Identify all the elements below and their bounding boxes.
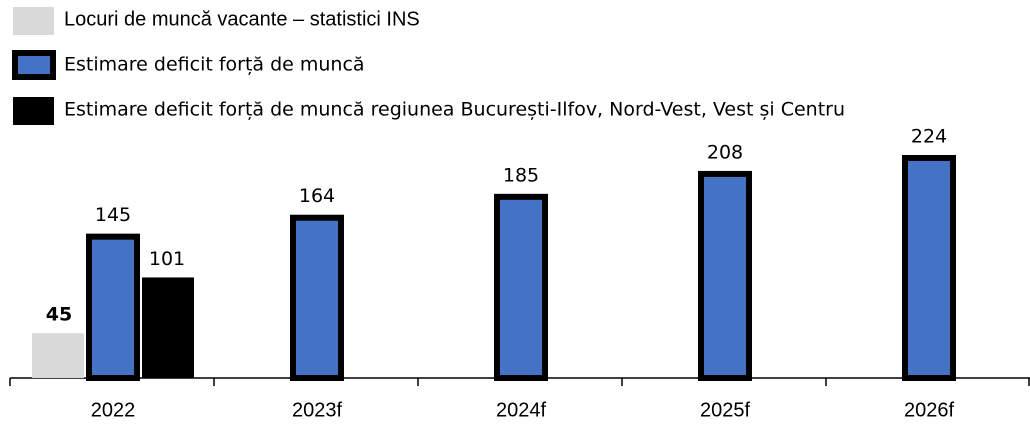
legend-swatch [12, 50, 56, 80]
bar [142, 277, 194, 378]
data-label: 164 [299, 185, 335, 207]
data-label: 224 [911, 126, 947, 148]
legend-label: Estimare deficit forță de muncă regiunea… [64, 99, 845, 121]
bar [494, 193, 548, 381]
x-tick-label: 2025f [700, 399, 750, 421]
x-tick-label: 2026f [904, 399, 954, 421]
bar [290, 214, 344, 381]
data-label: 208 [707, 141, 743, 163]
bar [698, 170, 752, 381]
bar [86, 233, 140, 381]
data-label: 101 [149, 248, 185, 270]
data-label: 145 [95, 204, 131, 226]
legend-label: Estimare deficit forță de muncă [64, 54, 365, 76]
legend-swatch [13, 97, 54, 125]
x-tick-label: 2024f [496, 399, 546, 421]
data-label: 45 [46, 304, 72, 326]
legend-label: Locuri de muncă vacante – statistici INS [64, 8, 420, 30]
bar [902, 155, 956, 381]
x-tick-label: 2023f [292, 399, 342, 421]
legend-swatch [13, 7, 54, 35]
bar [32, 333, 84, 378]
data-label: 185 [503, 164, 539, 186]
x-tick-label: 2022 [91, 399, 136, 421]
